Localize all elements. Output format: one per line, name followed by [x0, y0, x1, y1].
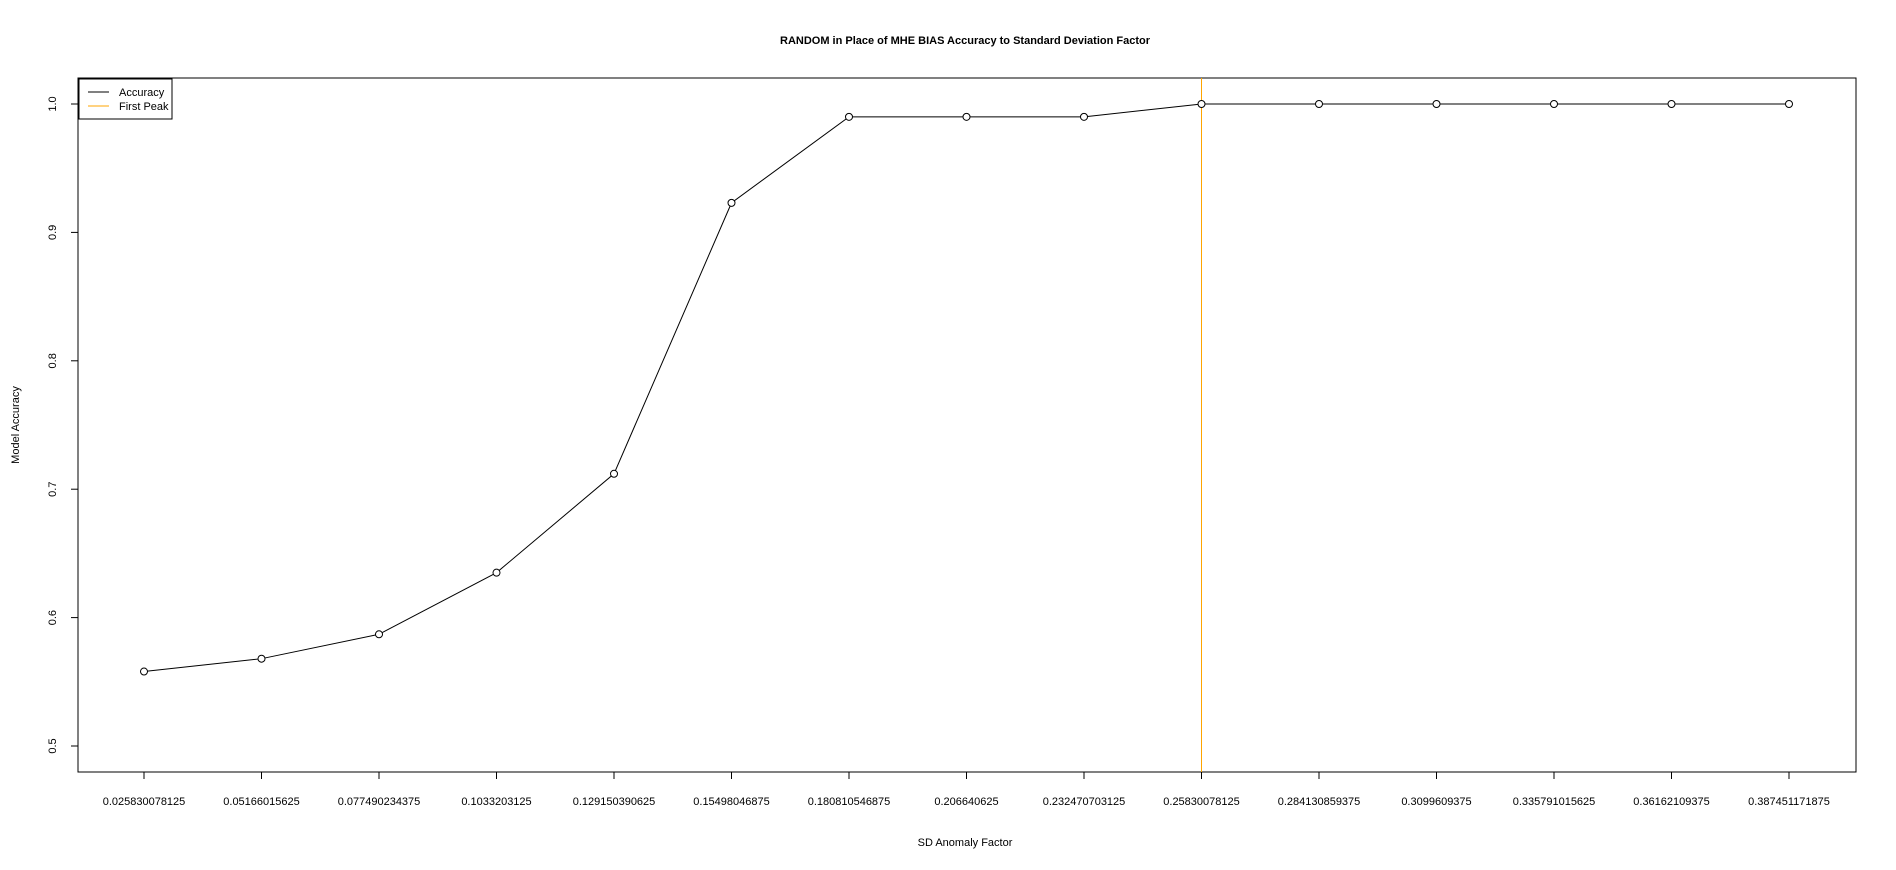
data-point: [1080, 112, 1088, 121]
legend-label-accuracy: Accuracy: [119, 87, 165, 99]
data-point: [1432, 100, 1441, 108]
x-axis-label: SD Anomaly Factor: [918, 837, 1013, 849]
y-tick-label: 0.6: [47, 610, 59, 625]
series-line: [143, 103, 1789, 673]
legend: Accuracy First Peak: [78, 78, 173, 120]
data-point: [962, 112, 971, 121]
x-axis: 0.025830078125 0.05166015625 0.07749023437…: [103, 772, 1830, 808]
x-tick-label: 0.1033203125: [461, 796, 531, 808]
x-tick-label: 0.129150390625: [573, 796, 656, 808]
data-point: [257, 654, 266, 663]
x-tick-label: 0.335791015625: [1513, 796, 1596, 808]
data-point: [1550, 100, 1558, 108]
data-point: [845, 112, 853, 121]
y-tick-label: 0.7: [47, 482, 59, 497]
y-axis: 0.5 0.6 0.7 0.8 0.9 1.0: [47, 96, 78, 754]
x-tick-label: 0.206640625: [934, 796, 998, 808]
x-tick-label: 0.180810546875: [808, 796, 891, 808]
x-tick-label: 0.387451171875: [1748, 796, 1830, 808]
y-tick-label: 0.9: [47, 225, 59, 240]
x-tick-label: 0.232470703125: [1043, 796, 1126, 808]
data-point: [140, 667, 148, 676]
chart-title: RANDOM in Place of MHE BIAS Accuracy to …: [780, 35, 1151, 47]
x-tick-label: 0.25830078125: [1163, 796, 1239, 808]
data-point: [1667, 100, 1676, 108]
y-tick-label: 0.8: [47, 353, 59, 368]
data-point: [375, 630, 383, 639]
y-tick-label: 0.5: [47, 738, 59, 753]
x-tick-label: 0.284130859375: [1278, 796, 1361, 808]
legend-box: [78, 78, 173, 120]
data-point: [1197, 100, 1206, 108]
data-point: [1315, 100, 1323, 108]
x-tick-label: 0.025830078125: [103, 796, 186, 808]
legend-label-first-peak: First Peak: [119, 101, 169, 113]
x-tick-label: 0.15498046875: [693, 796, 769, 808]
y-axis-label: Model Accuracy: [10, 386, 22, 464]
x-tick-label: 0.077490234375: [338, 796, 421, 808]
data-point: [492, 568, 501, 577]
plot-frame: [77, 77, 1857, 773]
y-tick-label: 1.0: [47, 96, 59, 111]
data-point: [727, 198, 736, 207]
data-point: [1785, 100, 1793, 108]
x-tick-label: 0.05166015625: [223, 796, 299, 808]
series-layer: [140, 100, 1793, 676]
x-tick-label: 0.3099609375: [1401, 796, 1471, 808]
data-point: [610, 469, 618, 478]
x-tick-label: 0.36162109375: [1633, 796, 1709, 808]
